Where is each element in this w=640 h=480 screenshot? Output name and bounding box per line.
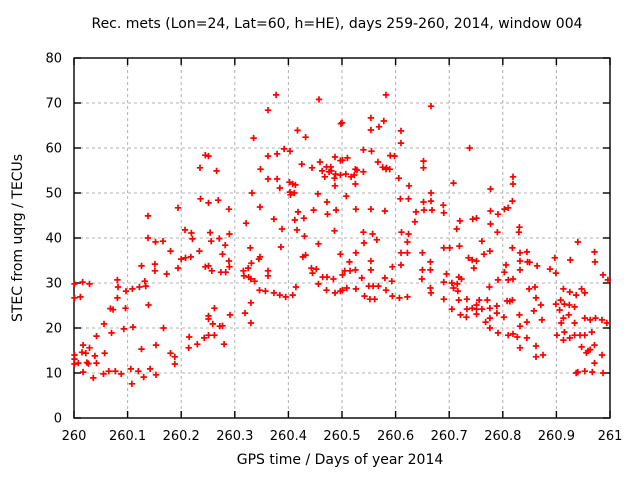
y-tick-label: 40 xyxy=(45,232,62,247)
y-tick-label: 50 xyxy=(45,187,62,202)
y-tick-label: 80 xyxy=(45,52,62,67)
x-axis-label: GPS time / Days of year 2014 xyxy=(237,452,444,468)
data-points xyxy=(71,91,612,387)
y-tick-label: 30 xyxy=(45,277,62,292)
y-tick-label: 20 xyxy=(45,322,62,337)
data-point-markers xyxy=(71,91,612,387)
plot-border xyxy=(73,57,611,419)
y-tick-label: 70 xyxy=(45,97,62,112)
x-tick-label: 260.8 xyxy=(484,429,521,444)
x-tick-label: 260.4 xyxy=(270,429,307,444)
x-tick-label: 260.2 xyxy=(163,429,200,444)
y-tick-label: 10 xyxy=(45,367,62,382)
tick-labels: 260 260.1 260.2 260.3 260.4 260.5 260.6 260.7 26… xyxy=(45,52,622,445)
x-tick-label: 260.3 xyxy=(216,429,253,444)
x-tick-label: 261 xyxy=(598,429,623,444)
y-tick-label: 60 xyxy=(45,142,62,157)
y-axis-label: STEC from uqrg / TECUs xyxy=(10,154,26,322)
grid-lines xyxy=(74,58,610,418)
x-tick-label: 260.9 xyxy=(538,429,575,444)
x-tick-label: 260 xyxy=(62,429,87,444)
x-tick-label: 260.6 xyxy=(377,429,414,444)
x-tick-label: 260.1 xyxy=(109,429,146,444)
x-tick-label: 260.5 xyxy=(323,429,360,444)
x-tick-label: 260.7 xyxy=(431,429,468,444)
y-tick-label: 0 xyxy=(54,412,62,427)
chart-title: Rec. mets (Lon=24, Lat=60, h=HE), days 2… xyxy=(91,16,582,32)
